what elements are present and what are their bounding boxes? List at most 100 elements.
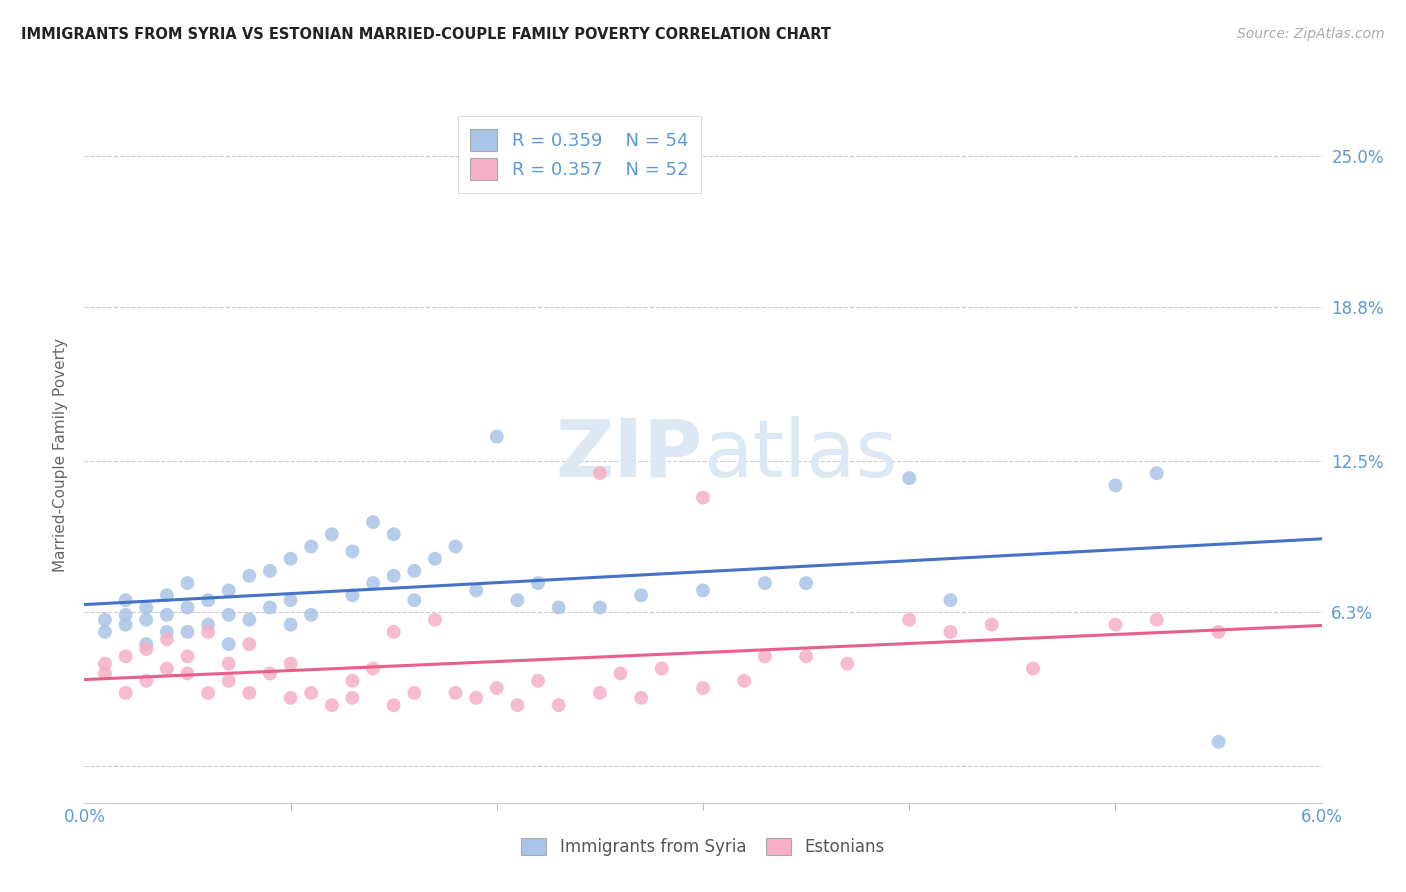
Point [361, 576, 384, 591]
Legend: Immigrants from Syria, Estonians: Immigrants from Syria, Estonians [513, 830, 893, 864]
Point [361, 661, 384, 675]
Point [898, 471, 921, 485]
Point [609, 666, 631, 681]
Point [218, 673, 240, 688]
Point [280, 657, 302, 671]
Point [94, 657, 117, 671]
Point [485, 429, 508, 443]
Point [506, 593, 529, 607]
Point [1022, 661, 1045, 675]
Point [197, 617, 219, 632]
Point [299, 607, 322, 622]
Point [485, 681, 508, 695]
Point [382, 527, 405, 541]
Point [280, 690, 302, 705]
Point [506, 698, 529, 713]
Point [197, 593, 219, 607]
Point [342, 544, 364, 558]
Point [94, 666, 117, 681]
Point [94, 624, 117, 639]
Point [197, 624, 219, 639]
Point [280, 551, 302, 566]
Point [238, 637, 260, 651]
Point [218, 637, 240, 651]
Point [156, 661, 179, 675]
Point [135, 637, 157, 651]
Point [218, 607, 240, 622]
Point [939, 624, 962, 639]
Point [361, 515, 384, 529]
Point [342, 690, 364, 705]
Point [176, 666, 198, 681]
Point [114, 649, 136, 664]
Point [114, 617, 136, 632]
Point [692, 491, 714, 505]
Point [114, 607, 136, 622]
Point [980, 617, 1002, 632]
Point [238, 613, 260, 627]
Point [733, 673, 755, 688]
Point [423, 551, 446, 566]
Point [1208, 624, 1230, 639]
Point [465, 583, 488, 598]
Point [382, 698, 405, 713]
Point [280, 593, 302, 607]
Point [176, 576, 198, 591]
Point [1146, 467, 1168, 481]
Point [114, 686, 136, 700]
Point [898, 613, 921, 627]
Point [156, 624, 179, 639]
Point [342, 588, 364, 602]
Point [754, 576, 776, 591]
Point [1208, 735, 1230, 749]
Point [218, 583, 240, 598]
Point [176, 600, 198, 615]
Point [259, 564, 281, 578]
Point [630, 690, 652, 705]
Point [156, 632, 179, 647]
Point [1146, 613, 1168, 627]
Point [156, 588, 179, 602]
Text: Source: ZipAtlas.com: Source: ZipAtlas.com [1237, 27, 1385, 41]
Point [794, 576, 817, 591]
Point [321, 527, 343, 541]
Point [238, 568, 260, 582]
Point [321, 698, 343, 713]
Point [176, 649, 198, 664]
Point [176, 624, 198, 639]
Point [589, 686, 612, 700]
Point [135, 613, 157, 627]
Point [259, 600, 281, 615]
Point [238, 686, 260, 700]
Point [939, 593, 962, 607]
Point [444, 540, 467, 554]
Point [589, 467, 612, 481]
Point [692, 583, 714, 598]
Point [423, 613, 446, 627]
Point [94, 613, 117, 627]
Point [465, 690, 488, 705]
Point [630, 588, 652, 602]
Point [259, 666, 281, 681]
Point [527, 673, 550, 688]
Point [837, 657, 859, 671]
Point [692, 681, 714, 695]
Point [404, 564, 426, 578]
Point [547, 698, 569, 713]
Y-axis label: Married-Couple Family Poverty: Married-Couple Family Poverty [53, 338, 69, 572]
Text: atlas: atlas [703, 416, 897, 494]
Point [404, 593, 426, 607]
Point [382, 624, 405, 639]
Point [754, 649, 776, 664]
Point [156, 607, 179, 622]
Point [651, 661, 673, 675]
Point [280, 617, 302, 632]
Point [547, 600, 569, 615]
Point [1104, 617, 1126, 632]
Point [135, 600, 157, 615]
Point [218, 657, 240, 671]
Point [299, 540, 322, 554]
Point [135, 673, 157, 688]
Point [444, 686, 467, 700]
Point [197, 686, 219, 700]
